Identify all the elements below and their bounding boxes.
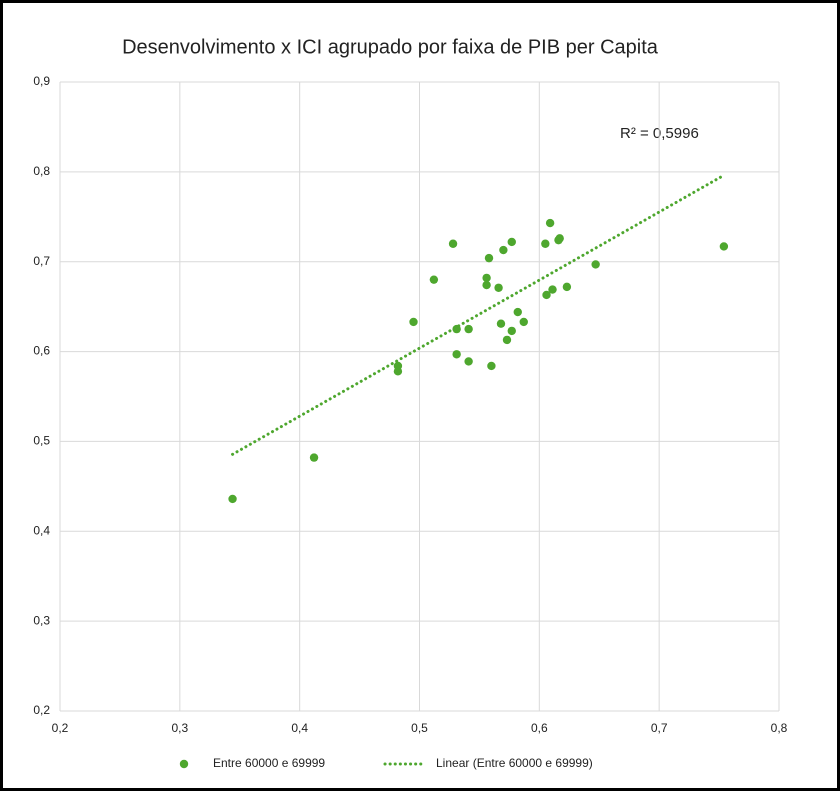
- data-point: [482, 280, 491, 290]
- data-point: [452, 324, 461, 334]
- legend-marker: [179, 759, 189, 769]
- data-point: [541, 239, 550, 248]
- data-point: [502, 335, 512, 345]
- legend-label: Entre 60000 e 69999: [213, 756, 325, 770]
- data-point: [542, 290, 551, 300]
- data-point: [484, 253, 494, 263]
- data-point: [562, 282, 572, 292]
- data-point: [452, 350, 461, 359]
- data-point: [548, 285, 557, 294]
- data-point: [507, 326, 516, 336]
- x-tick-label: 0,7: [651, 721, 668, 735]
- data-point: [494, 283, 503, 292]
- data-point: [496, 319, 506, 328]
- y-tick-label: 0,7: [33, 254, 50, 268]
- y-tick-label: 0,4: [33, 523, 50, 537]
- data-point: [513, 307, 522, 317]
- data-point: [482, 273, 491, 283]
- legend-label: Linear (Entre 60000 e 69999): [436, 756, 593, 770]
- y-tick-label: 0,3: [33, 613, 50, 627]
- x-tick-label: 0,4: [291, 721, 308, 735]
- y-tick-label: 0,9: [33, 74, 50, 88]
- data-point: [519, 317, 528, 327]
- x-tick-label: 0,2: [52, 721, 69, 735]
- x-tick-label: 0,5: [411, 721, 428, 735]
- data-point: [591, 260, 600, 269]
- data-point: [464, 357, 473, 366]
- y-tick-label: 0,5: [33, 434, 50, 448]
- data-point: [393, 367, 403, 376]
- data-point: [228, 494, 237, 504]
- data-point: [487, 361, 496, 371]
- data-point: [429, 275, 439, 284]
- x-tick-label: 0,6: [531, 721, 548, 735]
- data-point: [464, 324, 473, 334]
- chart-title: Desenvolvimento x ICI agrupado por faixa…: [122, 36, 659, 58]
- data-point: [555, 234, 564, 243]
- x-tick-label: 0,8: [771, 721, 788, 735]
- y-tick-label: 0,6: [33, 344, 50, 358]
- y-tick-label: 0,2: [33, 703, 50, 717]
- data-point: [448, 239, 458, 248]
- data-point: [409, 317, 418, 327]
- y-tick-label: 0,8: [33, 164, 50, 178]
- x-tick-label: 0,3: [171, 721, 188, 735]
- data-point: [545, 218, 555, 228]
- data-point: [719, 242, 729, 251]
- data-point: [309, 453, 319, 462]
- data-point: [499, 245, 508, 255]
- data-point: [507, 237, 516, 247]
